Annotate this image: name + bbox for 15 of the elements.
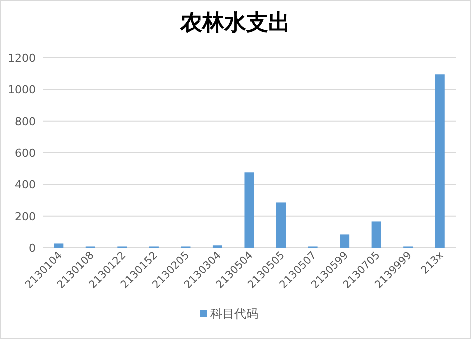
y-tick-label: 1000 bbox=[8, 84, 36, 97]
bar bbox=[276, 202, 286, 248]
chart-title: 农林水支出 bbox=[180, 10, 290, 36]
y-tick-label: 1200 bbox=[8, 52, 36, 65]
bar bbox=[244, 172, 254, 248]
legend-label: 科目代码 bbox=[210, 307, 258, 321]
bar bbox=[372, 222, 382, 248]
bar bbox=[54, 244, 64, 248]
bar bbox=[435, 74, 445, 248]
y-tick-label: 0 bbox=[29, 242, 36, 255]
y-tick-label: 200 bbox=[15, 210, 36, 224]
y-tick-label: 400 bbox=[15, 178, 36, 192]
y-tick-label: 600 bbox=[15, 147, 36, 160]
bar bbox=[340, 234, 350, 248]
y-tick-label: 800 bbox=[15, 115, 36, 128]
